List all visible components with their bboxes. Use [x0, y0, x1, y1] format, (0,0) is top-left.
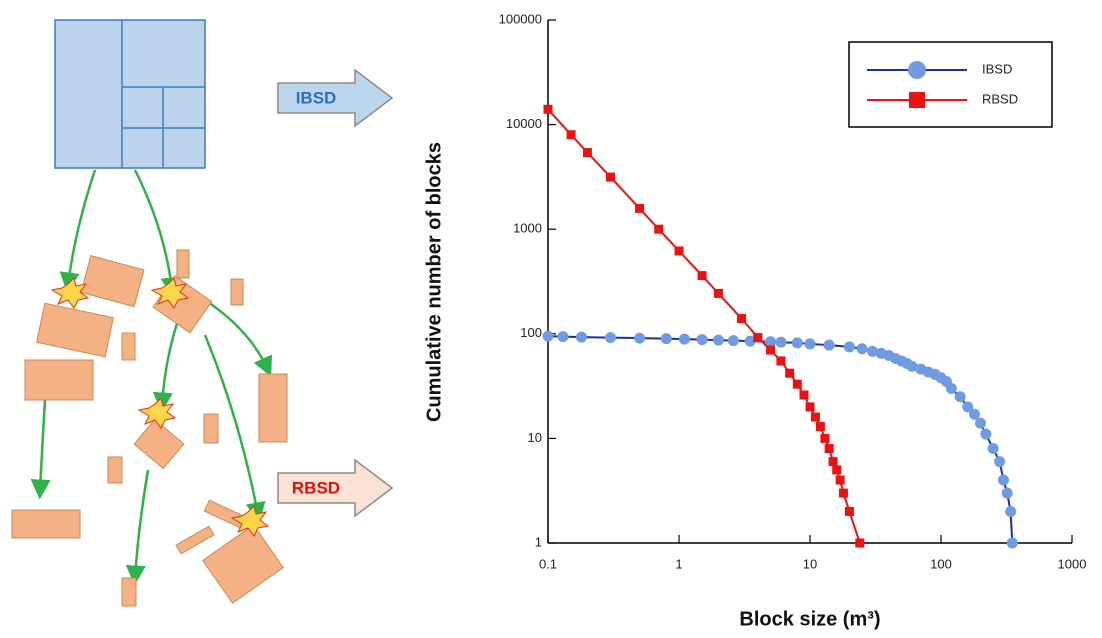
data-point: [661, 333, 672, 344]
data-point: [576, 332, 587, 343]
data-point: [713, 335, 724, 346]
legend: IBSD RBSD: [849, 42, 1052, 127]
data-point: [955, 391, 966, 402]
data-point: [832, 465, 841, 474]
arrow-label: IBSD: [296, 88, 337, 107]
data-point: [836, 476, 845, 485]
y-tick-label: 10000: [506, 116, 542, 131]
legend-marker: [908, 61, 926, 79]
data-point: [825, 444, 834, 453]
data-point: [698, 271, 707, 280]
y-tick-label: 1: [535, 534, 542, 549]
data-point: [606, 173, 615, 182]
data-point: [792, 337, 803, 348]
data-point: [634, 333, 645, 344]
data-point: [635, 204, 644, 213]
legend-label: IBSD: [982, 61, 1012, 76]
data-point: [844, 341, 855, 352]
series-line: [548, 109, 860, 543]
data-point: [776, 356, 785, 365]
data-point: [544, 105, 553, 114]
data-point: [975, 418, 986, 429]
data-point: [806, 402, 815, 411]
data-point: [697, 334, 708, 345]
y-tick-label: 100000: [499, 11, 542, 26]
data-point: [1005, 506, 1016, 517]
x-axis-title: Block size (m³): [739, 608, 880, 630]
y-tick-label: 100: [520, 325, 542, 340]
data-point: [805, 338, 816, 349]
rbsd-arrow: RBSD: [278, 460, 392, 516]
y-tick-label: 10: [528, 430, 542, 445]
legend-marker: [909, 92, 925, 108]
data-point: [816, 422, 825, 431]
legend-box: [849, 42, 1052, 127]
data-point: [845, 507, 854, 516]
data-point: [839, 489, 848, 498]
data-point: [679, 334, 690, 345]
data-point: [998, 475, 1009, 486]
data-point: [785, 369, 794, 378]
data-point: [793, 380, 802, 389]
chart: Cumulative number of blocks Block size (…: [423, 11, 1086, 630]
data-point: [820, 434, 829, 443]
data-point: [857, 343, 868, 354]
intact-block: [55, 20, 205, 168]
data-point: [737, 314, 746, 323]
data-point: [829, 457, 838, 466]
ibsd-arrow: IBSD: [278, 70, 392, 126]
data-point: [800, 390, 809, 399]
y-axis-title: Cumulative number of blocks: [423, 142, 445, 422]
x-tick-label: 100: [930, 556, 952, 571]
series-line: [548, 336, 1012, 543]
data-point: [714, 289, 723, 298]
data-point: [567, 130, 576, 139]
data-point: [855, 539, 864, 548]
arrow-label: RBSD: [292, 478, 340, 497]
data-point: [675, 246, 684, 255]
data-point: [824, 340, 835, 351]
rock-fragments: [12, 250, 287, 606]
data-point: [811, 413, 820, 422]
figure: IBSD RBSD Cumulative number of blocks Bl…: [0, 0, 1102, 638]
data-point: [766, 346, 775, 355]
data-point: [605, 332, 616, 343]
x-tick-label: 0.1: [539, 556, 557, 571]
data-point: [557, 331, 568, 342]
data-point: [753, 333, 762, 342]
data-point: [1002, 488, 1013, 499]
x-tick-label: 10: [803, 556, 817, 571]
y-tick-label: 1000: [513, 221, 542, 236]
x-tick-label: 1000: [1058, 556, 1087, 571]
data-point: [946, 383, 957, 394]
data-point: [980, 429, 991, 440]
data-point: [583, 148, 592, 157]
data-point: [775, 337, 786, 348]
data-point: [988, 443, 999, 454]
data-point: [1007, 538, 1018, 549]
x-tick-label: 1: [675, 556, 682, 571]
data-point: [543, 331, 554, 342]
data-point: [728, 335, 739, 346]
data-point: [654, 225, 663, 234]
legend-label: RBSD: [982, 91, 1018, 106]
data-point: [994, 456, 1005, 467]
